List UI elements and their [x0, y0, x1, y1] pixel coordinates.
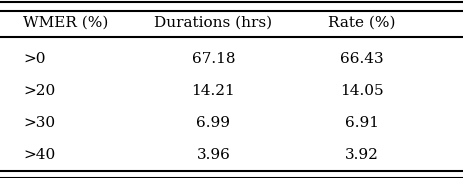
Text: 67.18: 67.18 — [191, 52, 235, 66]
Text: 14.21: 14.21 — [191, 84, 235, 98]
Text: >20: >20 — [23, 84, 56, 98]
Text: 6.91: 6.91 — [344, 116, 378, 130]
Text: 6.99: 6.99 — [196, 116, 230, 130]
Text: WMER (%): WMER (%) — [23, 16, 108, 30]
Text: 14.05: 14.05 — [339, 84, 383, 98]
Text: 66.43: 66.43 — [339, 52, 383, 66]
Text: Durations (hrs): Durations (hrs) — [154, 16, 272, 30]
Text: 3.92: 3.92 — [344, 148, 378, 162]
Text: >40: >40 — [23, 148, 56, 162]
Text: >30: >30 — [23, 116, 55, 130]
Text: 3.96: 3.96 — [196, 148, 230, 162]
Text: Rate (%): Rate (%) — [327, 16, 395, 30]
Text: >0: >0 — [23, 52, 45, 66]
